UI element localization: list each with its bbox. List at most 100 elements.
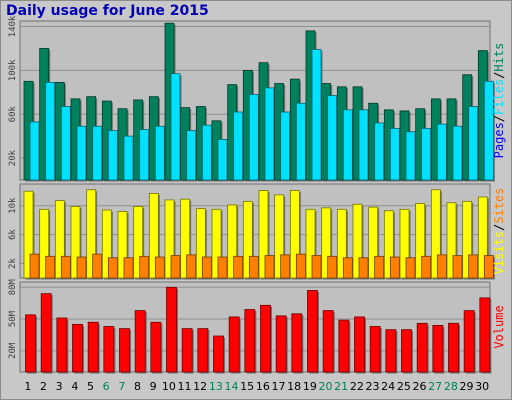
files-bar [170, 73, 182, 182]
files-bar [201, 124, 213, 182]
sites-bar [358, 257, 370, 280]
legend-hits: Hits [492, 43, 506, 72]
legend-separator: / [492, 115, 506, 122]
volume-bar [213, 335, 225, 374]
legend-separator: / [492, 224, 506, 231]
x-tick-label: 28 [444, 380, 458, 393]
visits-bar [23, 190, 35, 280]
files-bar [405, 131, 417, 182]
volume-bar [244, 309, 257, 374]
x-tick-label: 14 [225, 380, 239, 393]
volume-bar [119, 328, 131, 374]
visits-bar [164, 199, 176, 280]
sites-bar [107, 257, 119, 280]
visits-bar [242, 200, 254, 280]
x-tick-label: 8 [134, 380, 141, 393]
legend-sites: Sites [492, 188, 506, 224]
sites-bar [186, 254, 198, 280]
visits-bar [336, 208, 348, 280]
sites-bar [248, 255, 260, 280]
volume-bar [322, 310, 335, 374]
sites-bar [468, 254, 480, 280]
x-tick-label: 13 [209, 380, 223, 393]
volume-bar [25, 314, 37, 374]
sites-bar [29, 253, 41, 280]
volume-bar [448, 322, 460, 374]
files-bar [107, 130, 119, 182]
x-tick-label: 24 [381, 380, 395, 393]
sites-bar [295, 253, 307, 280]
x-tick-label: 11 [178, 380, 192, 393]
volume-ytick-label: 50M [8, 310, 18, 327]
volume-bar [260, 304, 272, 374]
files-bar [233, 111, 245, 182]
visits-bar [399, 208, 411, 280]
sites-bar [389, 256, 401, 280]
volume-bar [87, 321, 100, 374]
x-tick-label: 27 [428, 380, 442, 393]
files-bar [217, 139, 229, 182]
x-tick-label: 6 [103, 380, 110, 393]
visits-bar [305, 208, 317, 280]
sites-bar [123, 257, 135, 280]
x-tick-label: 29 [460, 380, 474, 393]
visits-bar [446, 202, 458, 280]
volume-bar [307, 290, 319, 374]
x-tick-label: 20 [319, 380, 333, 393]
volume-bar [354, 316, 366, 374]
files-bar [483, 80, 495, 182]
visits-bar [54, 200, 66, 280]
sites-bar [233, 255, 245, 280]
volume-bar [40, 293, 53, 374]
x-tick-label: 25 [397, 380, 411, 393]
files-bar [452, 125, 464, 182]
pages-files-hits-ytick-label: 20k [8, 149, 18, 166]
files-bar [374, 122, 386, 182]
sites-bar [421, 255, 433, 280]
visits-sites-ytick-label: 6k [8, 229, 18, 240]
volume-bar [150, 321, 163, 374]
files-bar [468, 106, 480, 182]
sites-bar [170, 255, 182, 280]
volume-bar [72, 323, 84, 374]
visits-bar [289, 190, 301, 280]
files-bar [60, 106, 72, 182]
sites-bar [154, 256, 166, 280]
sites-bar [45, 255, 57, 280]
files-bar [311, 49, 323, 182]
volume-bar [197, 328, 210, 374]
x-tick-label: 15 [240, 380, 254, 393]
volume-bar [228, 316, 241, 374]
visits-bar [39, 208, 51, 280]
files-bar [280, 111, 292, 182]
sites-bar [374, 255, 386, 280]
volume-bar [56, 317, 69, 374]
pages-files-hits-ytick-label: 100k [8, 59, 18, 81]
sites-bar [139, 255, 151, 280]
visits-sites-legend-label: Visits/Sites [492, 188, 506, 275]
volume-bar [291, 313, 304, 374]
files-bar [327, 95, 339, 182]
files-bar [123, 135, 135, 182]
pages-files-hits-ytick-label: 140k [8, 15, 18, 37]
sites-bar [264, 255, 276, 280]
x-tick-label: 26 [413, 380, 427, 393]
volume-bar [385, 329, 398, 374]
visits-sites-ytick-label: 2k [8, 258, 18, 269]
visits-bar [211, 208, 223, 280]
x-tick-label: 9 [150, 380, 157, 393]
files-bar [436, 123, 448, 182]
chart-title: Daily usage for June 2015 [6, 3, 209, 19]
sites-bar [92, 253, 104, 280]
files-bar [295, 102, 307, 182]
volume-bar [134, 310, 147, 374]
visits-bar [133, 206, 145, 280]
volume-bar [401, 329, 413, 374]
sites-bar [280, 254, 292, 280]
x-tick-label: 23 [366, 380, 380, 393]
sites-bar [342, 257, 354, 280]
files-bar [342, 109, 354, 182]
visits-bar [195, 208, 207, 280]
visits-bar [352, 203, 364, 280]
x-tick-label: 19 [303, 380, 317, 393]
